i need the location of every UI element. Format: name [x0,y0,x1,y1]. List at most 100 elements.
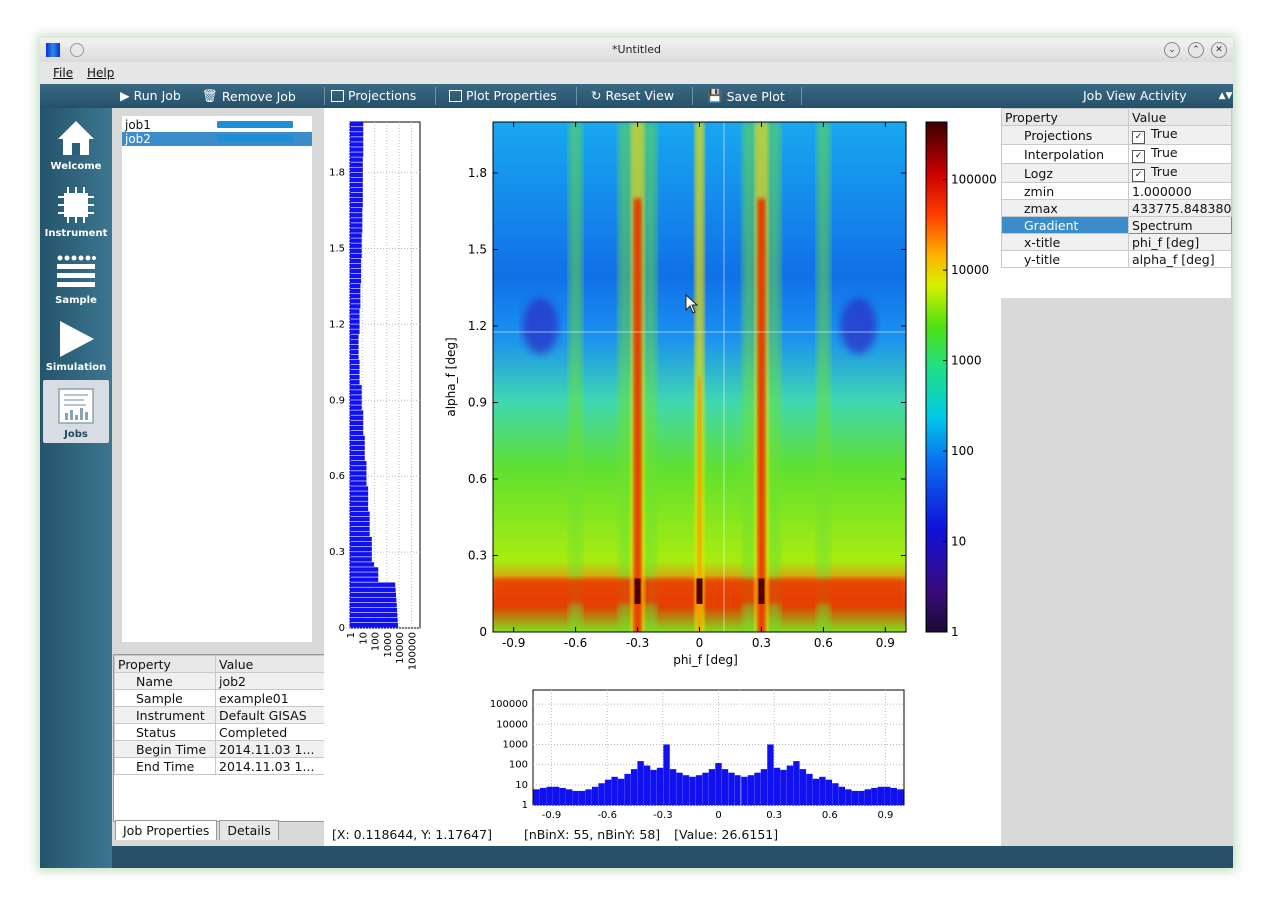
job-list-item[interactable]: job2 [122,132,312,146]
horizontal-projection-chart: 1 10 100 1000 10000 100000 -0.9 -0.6 -0.3 0 0.3 0.6… [490,689,905,821]
y-tick-label: 1.2 [329,319,345,330]
projection-bar [350,395,362,400]
tab-job-properties[interactable]: Job Properties [115,820,218,840]
y-tick-label: 0.6 [468,472,487,486]
projection-bar [825,779,833,805]
plot-properties-button[interactable]: Plot Properties [449,88,557,103]
projection-bar [565,789,573,805]
sidebar-item-jobs[interactable]: Jobs [43,380,109,443]
heatmap-streak [816,122,831,632]
projection-bar [350,228,363,233]
table-row[interactable]: y-title alpha_f [deg] [1001,250,1232,268]
vertical-projection-chart: 1 10 100 1000 10000 100000 0 0.3 0.6 0.9 1.2 1.5 1.8 [329,121,421,670]
sidebar-item-instrument[interactable]: Instrument [43,179,109,242]
projection-bar [350,329,360,334]
sidebar-item-simulation[interactable]: Simulation [43,313,109,376]
save-plot-button[interactable]: 💾 Save Plot [707,88,785,104]
reset-view-button[interactable]: ↻ Reset View [591,88,675,103]
projection-bar [350,476,367,481]
projection-bar [350,612,398,618]
projection-bar [350,592,397,598]
table-row[interactable]: Projections ✓ True [1001,125,1232,145]
job-list-item[interactable]: job1 [122,118,312,132]
table-row[interactable]: Logz ✓ True [1001,163,1232,183]
window-menu-icon[interactable] [70,43,84,57]
y-tick-label: 1.5 [329,244,345,255]
projection-bar [845,789,852,805]
minimize-icon[interactable]: ⌄ [1164,42,1180,58]
table-row[interactable]: End Time 2014.11.03 1... [114,757,325,775]
projection-bar [721,769,729,805]
projection-bar [350,536,372,542]
projection-bar [350,263,362,269]
toolbar-separator [576,87,577,105]
table-row[interactable]: zmin 1.000000 [1001,182,1232,200]
close-icon[interactable]: ✕ [1211,42,1227,58]
x-tick-label: -0.3 [653,810,673,821]
projection-bar [617,778,625,805]
projection-bar [786,765,794,805]
projection-bar [656,767,664,805]
mouse-cursor-icon [685,294,699,314]
projection-bar [350,622,398,628]
tab-details[interactable]: Details [219,820,279,840]
y-tick-label: 0.3 [468,549,487,563]
table-row[interactable]: Name job2 [114,672,325,690]
menu-help[interactable]: Help [87,66,115,80]
projection-bar [350,607,398,613]
y-tick-label: 100000 [490,699,528,710]
projection-bar [350,294,361,299]
home-icon [58,121,94,155]
projection-bar [350,552,372,557]
projection-bar [715,763,722,805]
projection-bar [350,557,372,562]
colorbar-gradient [925,121,948,633]
activity-select[interactable]: Job View Activity ▲▼ [1083,88,1233,103]
y-tick-label: 1.5 [468,243,487,257]
projection-bar [832,783,839,805]
checkbox-checked-icon[interactable]: ✓ [1132,150,1145,163]
menu-file[interactable]: File [53,66,74,80]
projections-button[interactable]: Projections [331,88,416,103]
projection-bar [350,248,362,253]
projection-bar [350,486,369,491]
heatmap-streak [568,122,583,632]
table-row[interactable]: Instrument Default GISAS [114,706,325,724]
sidebar-item-welcome[interactable]: Welcome [43,112,109,175]
sidebar: Welcome Instrument Sample [40,108,112,868]
x-tick-label: 0.3 [752,636,771,650]
projection-bar [890,787,897,805]
checkbox-checked-icon[interactable]: ✓ [1132,169,1145,182]
run-job-button[interactable]: ▶ Run Job [120,88,181,103]
projection-bar [533,789,540,805]
heatmap[interactable]: -0.9 -0.6 -0.3 0 0.3 0.6 0.9 0 0.3 0.6 0.9 1.2 1.5 1.… [444,121,907,887]
table-row[interactable]: zmax 433775.848380 [1001,199,1232,217]
colorbar: 1 10 100 1000 10000 100000 [925,121,997,639]
projection-bar [350,410,364,415]
projection-bar [350,344,359,350]
checkbox-checked-icon[interactable]: ✓ [1132,131,1145,144]
maximize-icon[interactable]: ⌃ [1188,42,1204,58]
projection-bar [643,765,651,805]
projection-bar [350,455,365,461]
y-tick-label: 0.9 [329,395,345,406]
projection-bar [350,466,367,471]
projection-bar [350,501,369,506]
x-tick-label: -0.9 [502,636,525,650]
table-row[interactable]: x-title phi_f [deg] [1001,233,1232,251]
remove-job-button[interactable]: 🗑 Remove Job [202,88,296,104]
x-tick-label: 100000 [407,632,418,670]
toolbar-separator [692,87,693,105]
projection-bar [350,187,363,193]
projection-bar [350,602,397,608]
sidebar-item-sample[interactable]: Sample [43,246,109,309]
x-tick-label: 10000 [395,632,406,664]
projection-bar [350,380,360,385]
projection-bar [350,278,362,284]
projection-bar [350,197,363,203]
projection-bar [663,744,670,805]
projection-bar [350,496,369,501]
projection-bar [350,597,397,603]
app-icon[interactable] [46,43,60,57]
projection-bar [350,547,372,552]
